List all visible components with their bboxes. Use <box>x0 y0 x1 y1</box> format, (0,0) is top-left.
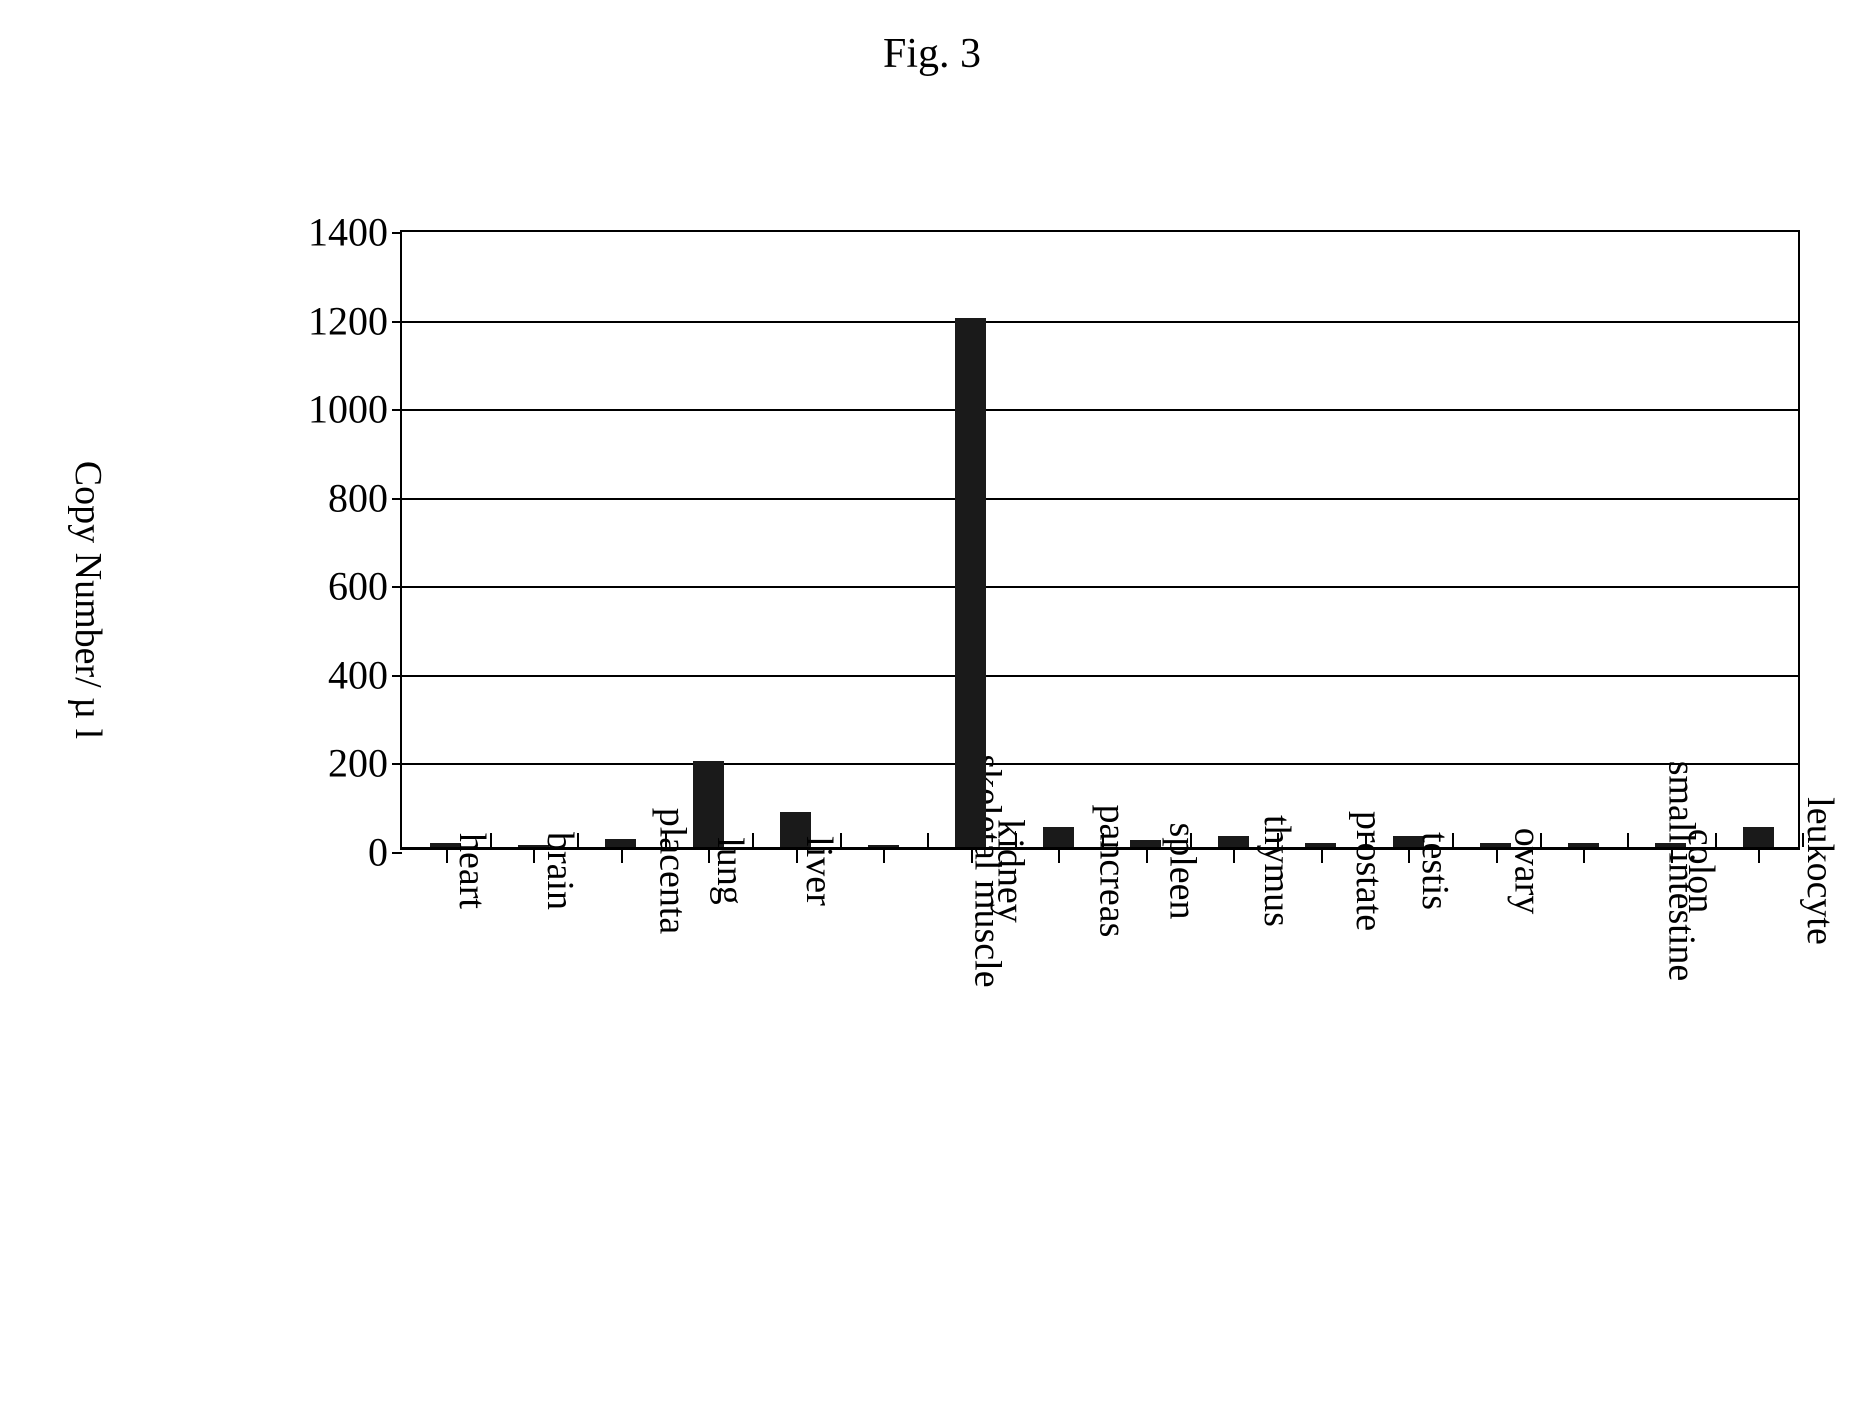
x-tick-label: kidney <box>988 819 1032 922</box>
x-tick-mark <box>1058 847 1060 863</box>
x-tick-label: thymus <box>1255 815 1299 927</box>
y-tick-mark <box>392 498 402 500</box>
x-tick-label: leukocyte <box>1798 797 1842 945</box>
x-tick-mark <box>446 847 448 863</box>
x-tick-label: colon <box>1679 829 1723 913</box>
y-tick-label: 1400 <box>308 209 388 256</box>
x-tick-mark <box>971 847 973 863</box>
y-tick-label: 1000 <box>308 386 388 433</box>
y-tick-label: 400 <box>328 651 388 698</box>
y-tick-label: 800 <box>328 474 388 521</box>
x-tick-label: brain <box>538 832 582 910</box>
figure-title: Fig. 3 <box>0 30 1864 78</box>
x-tick-mark <box>1233 847 1235 863</box>
bar <box>693 761 724 847</box>
x-tick-label: pancreas <box>1091 805 1135 938</box>
x-tick-label: placenta <box>650 808 694 935</box>
y-axis-label: Copy Number/ µ l <box>66 260 110 940</box>
x-tick-mark <box>621 847 623 863</box>
x-tick-mark <box>883 847 885 863</box>
bar <box>1743 827 1774 847</box>
x-tick-label: liver <box>797 836 841 906</box>
x-tick-mark <box>1496 847 1498 863</box>
bar <box>1130 840 1161 847</box>
x-tick-mark <box>1321 847 1323 863</box>
x-tick-mark <box>1583 847 1585 863</box>
gridline <box>402 498 1798 500</box>
x-inner-tick <box>752 833 754 847</box>
y-tick-mark <box>392 409 402 411</box>
y-tick-label: 600 <box>328 563 388 610</box>
bar <box>605 839 636 847</box>
y-tick-mark <box>392 852 402 854</box>
bar <box>1218 836 1249 847</box>
x-tick-mark <box>1758 847 1760 863</box>
gridline <box>402 409 1798 411</box>
x-tick-label: testis <box>1413 832 1457 910</box>
y-tick-mark <box>392 321 402 323</box>
gridline <box>402 321 1798 323</box>
y-tick-mark <box>392 763 402 765</box>
plot-area: 0200400600800100012001400heartbrainplace… <box>400 230 1800 850</box>
y-tick-label: 200 <box>328 740 388 787</box>
bar <box>955 318 986 847</box>
x-tick-label: spleen <box>1160 822 1204 919</box>
gridline <box>402 763 1798 765</box>
gridline <box>402 586 1798 588</box>
y-tick-label: 1200 <box>308 297 388 344</box>
x-inner-tick <box>927 833 929 847</box>
bar <box>1043 827 1074 847</box>
x-tick-mark <box>1146 847 1148 863</box>
x-tick-mark <box>1671 847 1673 863</box>
y-tick-mark <box>392 675 402 677</box>
y-tick-mark <box>392 232 402 234</box>
x-tick-mark <box>533 847 535 863</box>
x-inner-tick <box>1627 833 1629 847</box>
x-tick-label: ovary <box>1505 828 1549 915</box>
page: Fig. 3 Copy Number/ µ l 0200400600800100… <box>0 0 1864 1422</box>
gridline <box>402 675 1798 677</box>
x-tick-mark <box>1408 847 1410 863</box>
y-tick-mark <box>392 586 402 588</box>
x-tick-label: lung <box>708 837 752 905</box>
x-tick-label: heart <box>450 833 494 909</box>
y-tick-label: 0 <box>368 829 388 876</box>
x-tick-label: prostate <box>1347 811 1391 931</box>
